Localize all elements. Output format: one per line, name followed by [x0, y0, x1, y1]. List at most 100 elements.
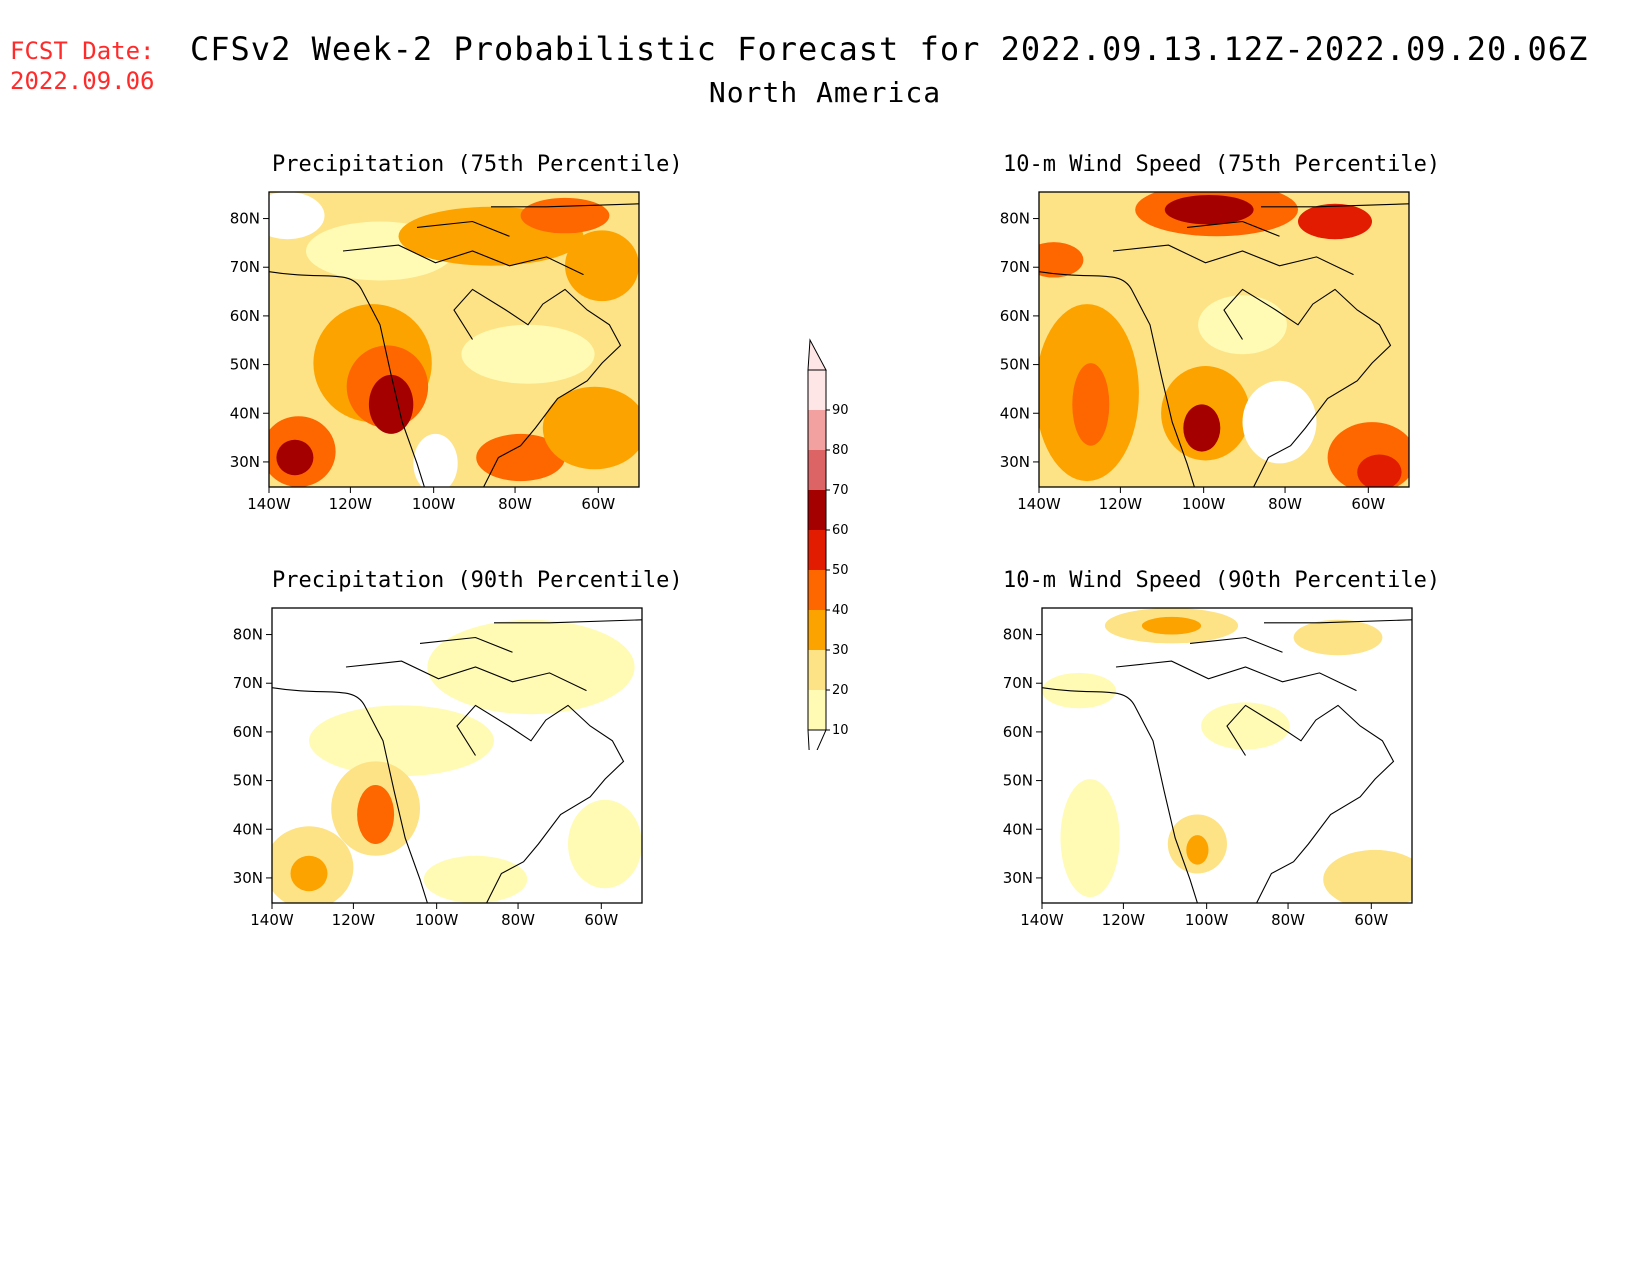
shading-region	[1072, 363, 1110, 446]
lon-label: 80W	[501, 911, 535, 929]
shading-region	[476, 433, 565, 482]
colorbar-swatch	[808, 610, 826, 650]
colorbar-label: 90	[832, 403, 849, 418]
colorbar-label: 20	[832, 683, 849, 698]
lat-label: 50N	[233, 772, 263, 790]
map-frame	[1041, 607, 1413, 904]
shading-region	[423, 855, 528, 903]
shading-region	[1183, 404, 1221, 452]
map-frame	[268, 191, 640, 488]
shading-region	[427, 619, 635, 715]
lat-label: 40N	[233, 820, 263, 838]
lat-label: 50N	[1000, 356, 1030, 374]
map-wind-75: 30N 40N 50N 60N 70N 80N 140W 120W 100W 80W 60W	[985, 188, 1415, 518]
map-precip-75-plot: 30N 40N 50N 60N 70N 80N 140W 120W 100W 80W 60W	[230, 191, 640, 513]
lat-label: 50N	[230, 356, 260, 374]
lon-label: 100W	[1185, 911, 1229, 929]
shading-region	[565, 230, 639, 302]
coastline	[272, 619, 642, 903]
probability-shading	[1042, 608, 1412, 903]
shading-region	[1201, 702, 1290, 750]
colorbar-swatch	[808, 690, 826, 730]
colorbar-label: 30	[832, 643, 849, 658]
panel-title-wind-75: 10-m Wind Speed (75th Percentile)	[1003, 152, 1441, 177]
lat-label: 40N	[1000, 404, 1030, 422]
lat-label: 40N	[1003, 820, 1033, 838]
colorbar-top-cap	[807, 338, 827, 371]
shading-region	[1164, 194, 1254, 225]
colorbar-label: 10	[832, 723, 849, 738]
lon-label: 120W	[332, 911, 376, 929]
shading-region	[542, 386, 639, 470]
colorbar-swatch	[808, 370, 826, 410]
colorbar-label: 60	[832, 523, 849, 538]
colorbar-swatch	[808, 450, 826, 490]
lat-label: 40N	[230, 404, 260, 422]
colorbar-frame	[807, 369, 827, 731]
forecast-date: FCST Date: 2022.09.06	[10, 36, 155, 96]
lon-label: 100W	[1182, 495, 1226, 513]
shading-region	[1186, 835, 1209, 865]
colorbar-swatch	[808, 650, 826, 690]
lon-label: 140W	[1020, 911, 1064, 929]
colorbar-plot: 10 20 30 40 50 60 70 80 90	[807, 338, 849, 767]
map-wind-75-plot: 30N 40N 50N 60N 70N 80N 140W 120W 100W 80W 60W	[1000, 191, 1410, 513]
lon-label: 140W	[1017, 495, 1061, 513]
coastline	[269, 203, 639, 487]
colorbar-swatch	[808, 530, 826, 570]
shading-region	[290, 855, 328, 892]
shading-region	[357, 785, 395, 844]
lat-label: 30N	[233, 869, 263, 887]
lat-label: 60N	[230, 307, 260, 325]
lon-label: 120W	[1102, 911, 1146, 929]
map-precip-90-plot: 30N 40N 50N 60N 70N 80N 140W 120W 100W 80W 60W	[233, 607, 643, 929]
lon-label: 80W	[1271, 911, 1305, 929]
page-subtitle: North America	[708, 76, 942, 109]
colorbar-swatch	[808, 410, 826, 450]
lat-label: 70N	[233, 674, 263, 692]
shading-region	[1357, 454, 1402, 487]
colorbar-label: 40	[832, 603, 849, 618]
lat-label: 30N	[1003, 869, 1033, 887]
map-frame	[1038, 191, 1410, 488]
forecast-date-value: 2022.09.06	[10, 67, 155, 95]
probability-shading	[269, 192, 639, 487]
lat-label: 70N	[1003, 674, 1033, 692]
lon-label: 60W	[1354, 911, 1388, 929]
map-wind-90: 30N 40N 50N 60N 70N 80N 140W 120W 100W 80W 60W	[988, 604, 1418, 934]
panel-title-wind-90: 10-m Wind Speed (90th Percentile)	[1003, 568, 1441, 593]
lat-label: 70N	[230, 258, 260, 276]
map-frame	[271, 607, 643, 904]
lon-label: 100W	[415, 911, 459, 929]
lon-label: 60W	[584, 911, 618, 929]
lat-label: 80N	[230, 210, 260, 228]
shading-region	[461, 324, 595, 384]
lon-label: 100W	[412, 495, 456, 513]
shading-region	[520, 197, 610, 234]
panel-title-precip-90: Precipitation (90th Percentile)	[272, 568, 683, 593]
lat-label: 60N	[1003, 723, 1033, 741]
shading-region	[269, 192, 325, 240]
shading-region	[1060, 779, 1120, 898]
lat-label: 70N	[1000, 258, 1030, 276]
probability-shading	[272, 608, 642, 903]
coastline	[1039, 203, 1409, 487]
colorbar: 10 20 30 40 50 60 70 80 90	[800, 330, 860, 767]
colorbar-swatch	[808, 570, 826, 610]
shading-region	[1039, 242, 1084, 278]
lat-label: 80N	[1003, 626, 1033, 644]
lon-label: 80W	[498, 495, 532, 513]
shading-region	[309, 705, 494, 777]
lat-label: 80N	[233, 626, 263, 644]
probability-shading	[1039, 192, 1409, 487]
lat-label: 30N	[1000, 453, 1030, 471]
shading-region	[276, 439, 314, 476]
colorbar-label: 80	[832, 443, 849, 458]
forecast-date-label: FCST Date:	[10, 37, 155, 65]
lon-label: 120W	[329, 495, 373, 513]
lon-label: 140W	[247, 495, 291, 513]
lon-label: 60W	[1351, 495, 1385, 513]
shading-region	[1198, 295, 1287, 355]
page-title: CFSv2 Week-2 Probabilistic Forecast for …	[190, 30, 1589, 68]
shading-region	[1323, 849, 1412, 903]
